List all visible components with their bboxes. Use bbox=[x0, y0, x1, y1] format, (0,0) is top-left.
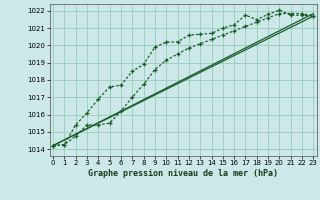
X-axis label: Graphe pression niveau de la mer (hPa): Graphe pression niveau de la mer (hPa) bbox=[88, 169, 278, 178]
